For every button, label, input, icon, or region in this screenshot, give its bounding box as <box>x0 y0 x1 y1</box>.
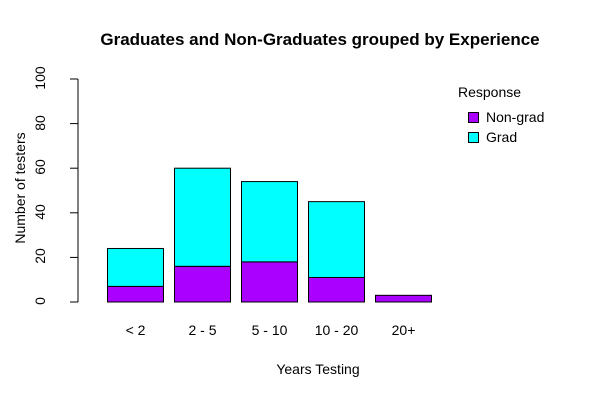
legend-item-grad: Grad <box>468 129 517 145</box>
legend-title: Response <box>458 84 522 100</box>
bar-non-grad-3 <box>308 276 365 303</box>
bar-grad-3 <box>308 201 365 278</box>
bar-non-grad-1 <box>174 265 231 303</box>
y-tick-label: 20 <box>32 248 48 265</box>
bar-non-grad-2 <box>241 261 298 303</box>
bar-grad-1 <box>174 167 231 267</box>
legend-swatch-grad <box>468 131 479 143</box>
x-tick-label: 10 - 20 <box>314 322 359 338</box>
x-tick-label: < 2 <box>125 322 146 338</box>
y-tick-label: 40 <box>32 204 48 220</box>
legend-swatch-non-grad <box>468 111 479 123</box>
x-axis-label: Years Testing <box>276 361 360 377</box>
y-tick-label: 60 <box>32 159 48 175</box>
y-tick-label: 0 <box>32 297 48 305</box>
legend-label-grad: Grad <box>486 129 518 145</box>
bar-non-grad-0 <box>107 285 164 303</box>
bar-grad-0 <box>107 247 164 287</box>
x-tick-label: 5 - 10 <box>251 322 288 338</box>
bar-non-grad-4 <box>375 294 432 303</box>
y-tick-label: 100 <box>32 66 48 90</box>
y-tick-label: 80 <box>32 114 48 131</box>
legend-label-non-grad: Non-grad <box>486 109 545 125</box>
x-tick-label: 2 - 5 <box>188 322 217 338</box>
legend-item-non-grad: Non-grad <box>468 109 544 125</box>
y-axis-label: Number of testers <box>12 132 28 244</box>
x-tick-label: 20+ <box>391 322 416 338</box>
bar-grad-2 <box>241 181 298 263</box>
chart-title: Graduates and Non-Graduates grouped by E… <box>100 30 540 49</box>
